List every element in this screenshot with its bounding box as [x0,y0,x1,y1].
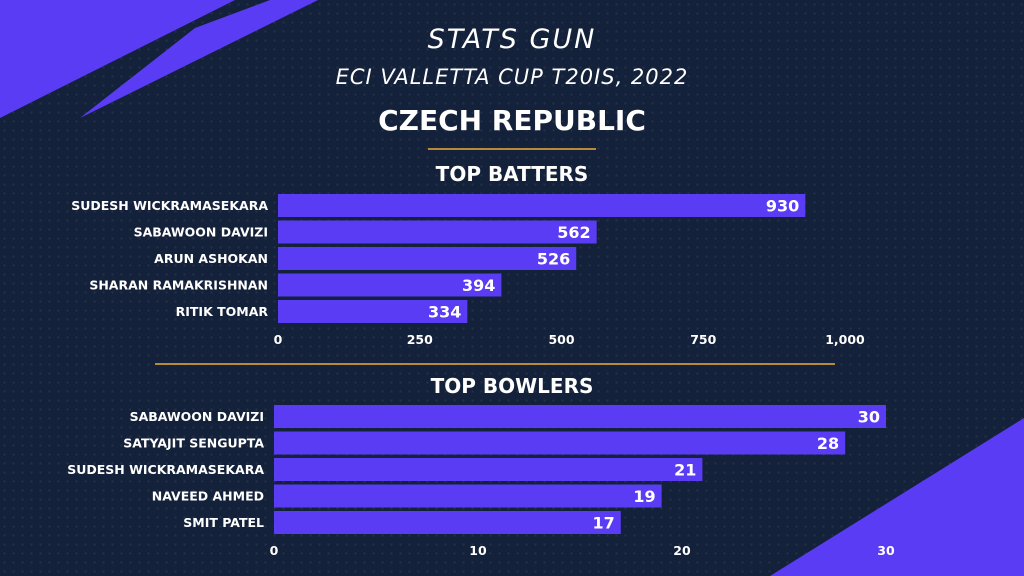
bowler-bar [274,431,846,455]
batter-name-label: SHARAN RAMAKRISHNAN [89,278,268,293]
bowler-bar [274,511,621,534]
batter-bar [278,273,502,297]
bottom-right-slash-large [770,418,1024,576]
batter-bar [278,300,468,323]
batter-value-label: 334 [428,303,461,322]
batter-bar [278,247,577,270]
batter-name-label: SUDESH WICKRAMASEKARA [71,198,268,213]
bowler-axis-tick-label: 0 [270,543,279,558]
batter-name-label: SABAWOON DAVIZI [134,225,268,240]
batter-name-label: RITIK TOMAR [176,304,269,319]
tournament-subtitle: ECI VALLETTA CUP T20IS, 2022 [335,65,689,89]
bowler-bar [274,484,662,508]
batter-axis-tick-label: 0 [274,332,283,347]
bowler-name-label: SUDESH WICKRAMASEKARA [67,462,264,477]
batter-value-label: 526 [537,250,570,269]
batters-section-title: TOP BATTERS [435,162,589,186]
bowler-axis-tick-label: 10 [469,543,487,558]
batter-bar [278,194,806,217]
batter-axis-tick-label: 1,000 [825,332,865,347]
team-name: CZECH REPUBLIC [378,104,646,137]
bowler-value-label: 21 [674,461,696,480]
batter-axis-tick-label: 250 [407,332,433,347]
brand-title: STATS GUN [427,24,597,55]
section-divider [155,363,835,365]
batter-value-label: 394 [462,276,495,295]
bowler-value-label: 17 [593,514,615,533]
bowler-axis-tick-label: 20 [673,543,691,558]
bottom-right-slash-small [840,470,950,576]
bowler-name-label: SATYAJIT SENGUPTA [123,436,264,451]
top-left-slash-large [0,0,235,118]
bowler-axis-tick-label: 30 [877,543,895,558]
bowler-value-label: 30 [858,408,880,427]
bowler-name-label: NAVEED AHMED [152,489,264,504]
bowler-value-label: 19 [633,487,655,506]
bowlers-section-title: TOP BOWLERS [430,374,594,398]
bowler-name-label: SABAWOON DAVIZI [130,409,264,424]
batter-axis-tick-label: 750 [690,332,716,347]
header-divider [428,148,596,150]
bowler-name-label: SMIT PATEL [183,515,264,530]
bowler-bar [274,458,703,481]
batter-bar [278,220,597,244]
top-left-slash-small [80,0,318,118]
bowler-bar [274,405,886,428]
bottom-right-slash-thin [985,520,1024,576]
batter-name-label: ARUN ASHOKAN [154,251,268,266]
batter-value-label: 562 [557,223,590,242]
bowler-value-label: 28 [817,434,839,453]
batter-axis-tick-label: 500 [548,332,574,347]
batter-value-label: 930 [766,197,799,216]
